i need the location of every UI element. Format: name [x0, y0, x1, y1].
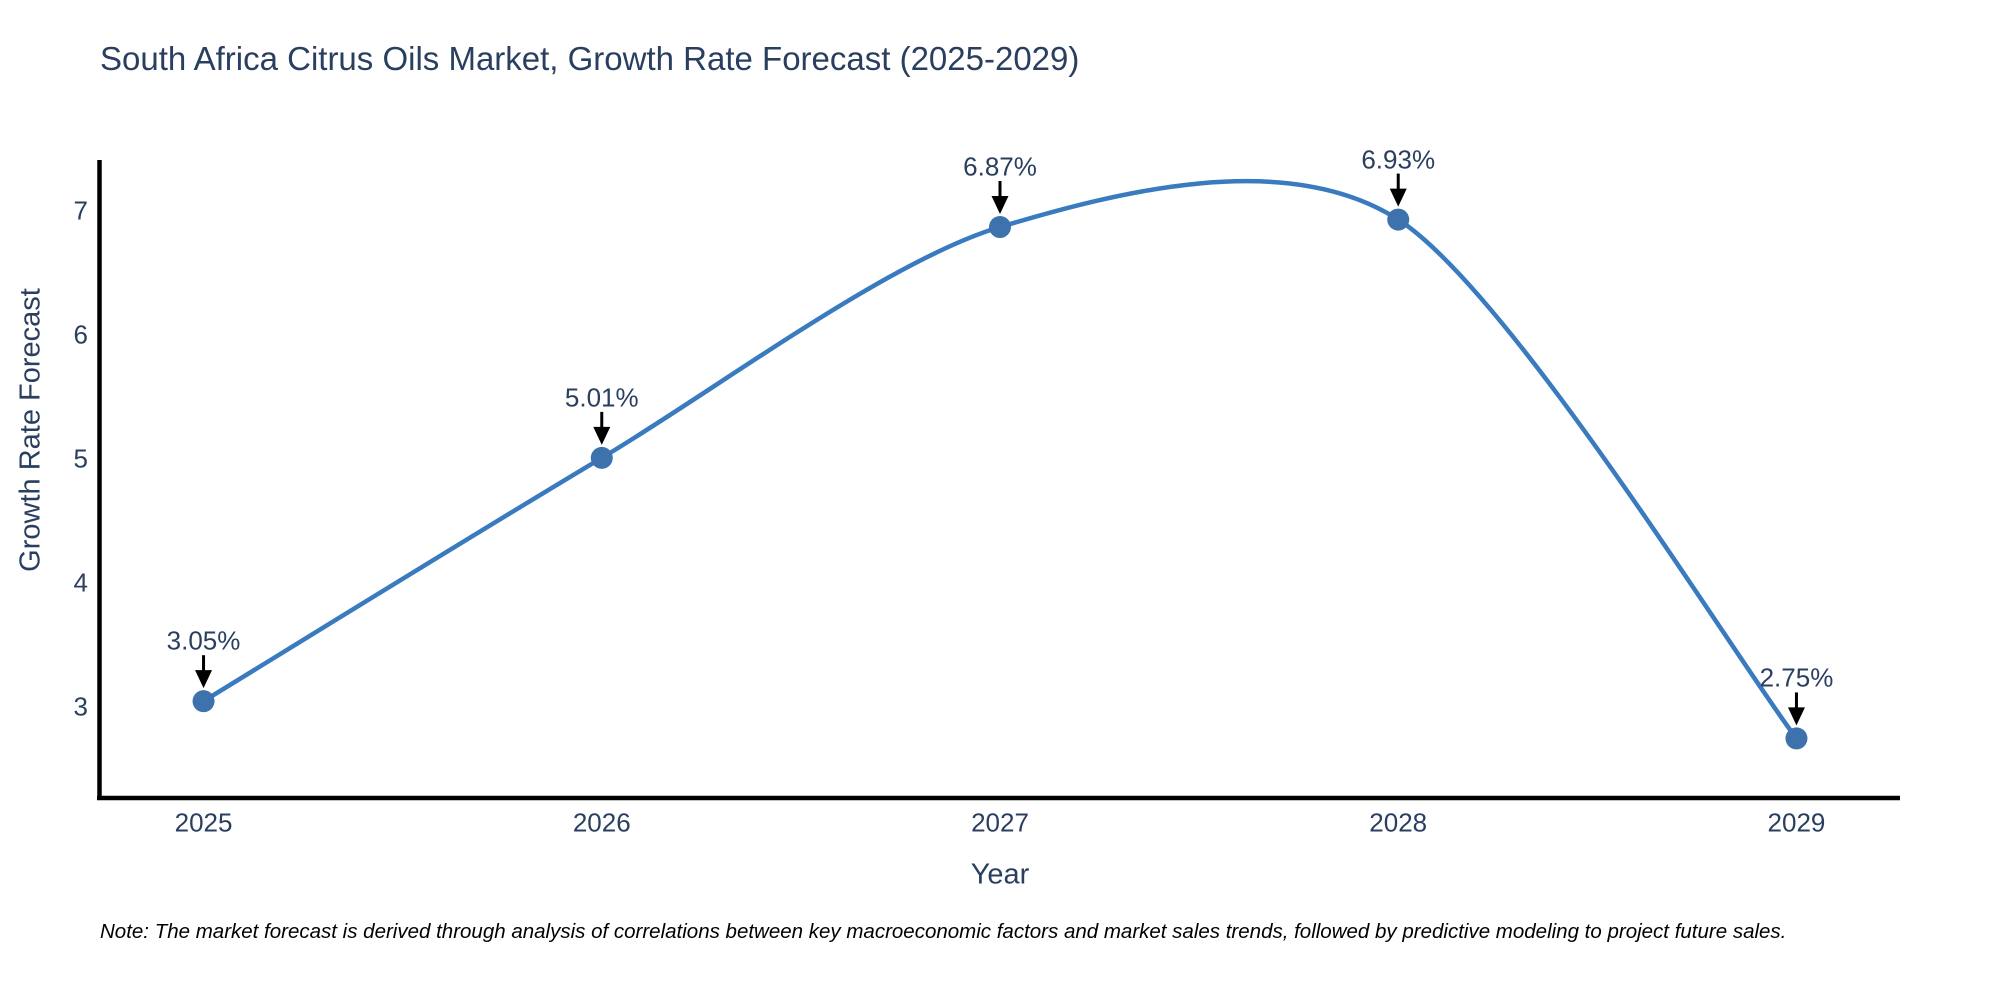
y-tick-label: 4: [73, 567, 88, 598]
data-point-marker: [590, 446, 613, 469]
point-label: 6.87%: [963, 151, 1037, 182]
point-label: 3.05%: [166, 625, 241, 656]
y-tick-label: 7: [73, 195, 88, 226]
point-label: 5.01%: [564, 382, 639, 413]
data-point-marker: [1785, 727, 1808, 750]
x-tick-label: 2026: [572, 807, 631, 838]
y-tick-label: 3: [73, 691, 88, 722]
annotation-arrowhead: [991, 196, 1009, 215]
y-tick-label: 6: [73, 319, 88, 350]
annotation-arrowhead: [593, 426, 611, 445]
data-point-marker: [1387, 208, 1410, 231]
x-tick-label: 2028: [1369, 807, 1428, 838]
annotation-arrowhead: [1389, 188, 1407, 207]
annotation-arrowhead: [1787, 707, 1805, 726]
data-point-marker: [192, 690, 215, 713]
x-tick-label: 2027: [971, 807, 1029, 838]
y-tick-label: 5: [73, 443, 88, 474]
y-axis-title: Growth Rate Forecast: [14, 288, 47, 572]
annotation-arrowhead: [195, 670, 213, 689]
data-point-marker: [989, 216, 1011, 239]
trend-line: [201, 178, 1799, 741]
x-axis-title: Year: [970, 858, 1030, 891]
point-label: 2.75%: [1759, 662, 1834, 693]
x-tick-label: 2029: [1767, 807, 1826, 838]
point-label: 6.93%: [1361, 144, 1436, 175]
footnote: Note: The market forecast is derived thr…: [100, 920, 1787, 943]
chart-title: South Africa Citrus Oils Market, Growth …: [100, 40, 1080, 77]
x-tick-label: 2025: [174, 807, 233, 838]
